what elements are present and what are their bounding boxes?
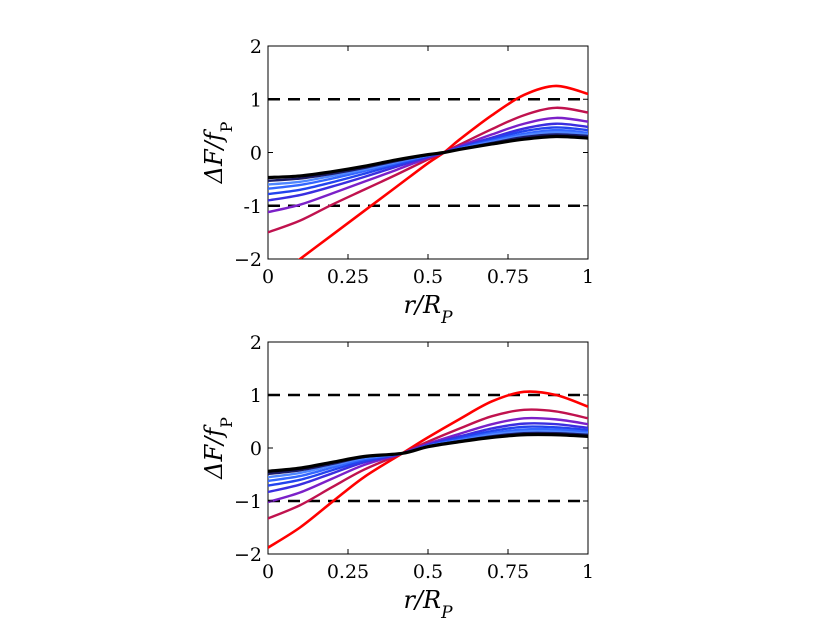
series-line-curve-1 (268, 390, 588, 549)
y-axis-label: ΔF/fP (200, 121, 236, 184)
x-tick-label: 0.5 (413, 266, 443, 288)
x-tick-label: 0.5 (413, 561, 443, 583)
panel-bottom: 0 0.25 0.5 0.75 1 −2 −1 0 1 2 r/RP ΔF/fP (200, 332, 594, 623)
panel-top: 0 0.25 0.5 0.75 1 −2 -1 0 1 2 r/RP ΔF/fP (200, 36, 594, 328)
y-tick-label: −2 (234, 249, 262, 271)
x-tick-label: 1 (582, 266, 594, 288)
series-line-curve-9 (268, 134, 588, 180)
y-tick-label: −2 (234, 544, 262, 566)
y-tick-label: 2 (250, 332, 262, 354)
x-axis-label: r/RP (403, 586, 453, 623)
y-tick-label: 0 (250, 438, 262, 460)
y-tick-label: −1 (234, 491, 262, 513)
series-group (268, 390, 588, 549)
x-tick-label: 0.75 (487, 266, 529, 288)
y-tick-label: 0 (250, 143, 262, 165)
series-group (268, 84, 588, 259)
plot-frame (267, 45, 589, 260)
x-axis-label: r/RP (403, 291, 453, 328)
y-axis-label: ΔF/fP (200, 417, 236, 480)
y-tick-label: 2 (250, 36, 262, 58)
x-tick-label: 0.25 (327, 561, 369, 583)
series-line-curve-9 (268, 432, 588, 473)
y-tick-label: -1 (243, 196, 262, 218)
x-tick-label: 0.75 (487, 561, 529, 583)
series-line-curve-2 (268, 408, 588, 520)
x-tick-label: 0.25 (327, 266, 369, 288)
y-tick-label: 1 (250, 385, 262, 407)
x-tick-label: 0 (262, 561, 274, 583)
y-tick-label: 1 (250, 89, 262, 111)
x-tick-label: 1 (582, 561, 594, 583)
x-tick-label: 0 (262, 266, 274, 288)
series-line-curve-1 (297, 84, 588, 259)
